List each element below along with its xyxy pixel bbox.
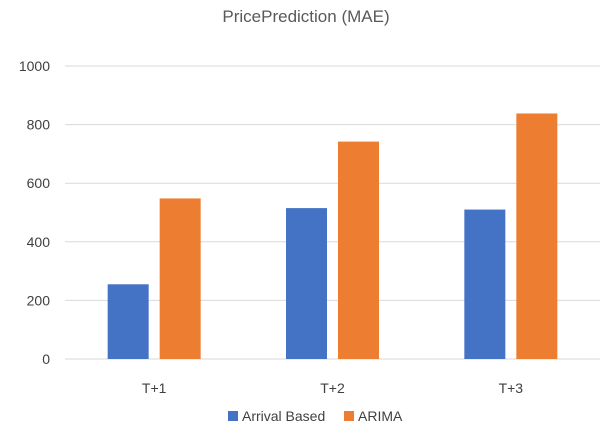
bar-arrival-based-tplus2: [286, 208, 327, 359]
bar-arima-tplus2: [338, 141, 379, 359]
chart-title: PricePrediction (MAE): [222, 7, 389, 26]
bar-arrival-based-tplus1: [107, 284, 149, 359]
y-axis-ticks: 0 200 400 600 800 1000: [19, 58, 50, 367]
y-tick-label: 1000: [19, 58, 50, 74]
y-tick-label: 200: [27, 292, 51, 308]
legend-swatch: [228, 411, 238, 421]
bar-arrival-based-tplus3: [464, 209, 506, 359]
y-tick-label: 400: [27, 234, 51, 250]
x-tick-label: T+3: [499, 380, 524, 396]
x-axis-ticks: T+1 T+2 T+3: [142, 380, 523, 396]
bar-arima-tplus3: [516, 113, 558, 359]
gridlines: [65, 65, 600, 360]
bar-arima-tplus1: [159, 198, 201, 359]
x-tick-label: T+2: [320, 380, 345, 396]
legend-label: ARIMA: [358, 408, 403, 424]
legend: Arrival Based ARIMA: [228, 408, 403, 424]
legend-swatch: [344, 411, 354, 421]
y-tick-label: 800: [27, 117, 51, 133]
y-tick-label: 0: [42, 351, 50, 367]
bars: [107, 113, 558, 359]
x-tick-label: T+1: [142, 380, 167, 396]
legend-label: Arrival Based: [242, 408, 325, 424]
y-tick-label: 600: [27, 175, 51, 191]
